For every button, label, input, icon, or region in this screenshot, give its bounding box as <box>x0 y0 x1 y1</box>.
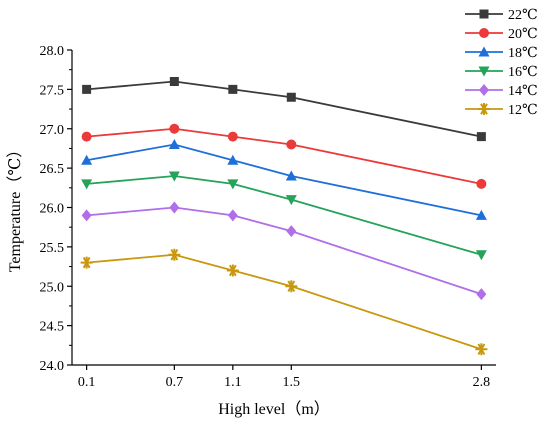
data-point <box>82 84 92 94</box>
data-point <box>168 171 180 182</box>
legend: 22℃ 20℃ 18℃ 16℃ 14℃ 12℃ <box>465 8 538 118</box>
data-point <box>80 256 93 269</box>
x-ticks: 0.1 0.7 1.1 1.5 2.8 <box>78 365 490 390</box>
series-14℃ <box>81 201 487 301</box>
legend-label: 16℃ <box>508 65 538 80</box>
series-12℃ <box>80 248 488 356</box>
legend-marker <box>479 9 489 19</box>
legend-marker <box>479 84 489 96</box>
x-tick-label: 2.8 <box>473 375 491 390</box>
data-point <box>475 209 487 220</box>
x-axis-title: High level（m） <box>218 400 330 418</box>
data-point <box>227 131 238 142</box>
data-point <box>168 139 180 149</box>
data-point <box>169 123 180 134</box>
data-point <box>169 201 180 214</box>
series-line <box>86 175 482 256</box>
data-point <box>285 170 297 181</box>
data-point <box>285 195 297 206</box>
data-point <box>227 154 239 165</box>
legend-label: 12℃ <box>508 103 538 118</box>
legend-item: 20℃ <box>465 27 538 42</box>
series-layer <box>80 77 488 356</box>
legend-label: 18℃ <box>508 46 538 61</box>
y-tick-label: 26.5 <box>40 162 65 177</box>
legend-item: 22℃ <box>465 8 538 23</box>
data-point <box>81 131 92 142</box>
legend-label: 14℃ <box>508 84 538 99</box>
data-point <box>81 209 92 222</box>
series-16℃ <box>81 171 487 261</box>
data-point <box>285 280 298 293</box>
legend-item: 14℃ <box>465 84 538 99</box>
data-point <box>227 209 238 222</box>
y-tick-label: 27.0 <box>40 123 65 138</box>
y-tick-label: 28.0 <box>40 44 65 59</box>
series-line <box>86 143 482 217</box>
legend-item: 16℃ <box>465 65 538 80</box>
data-point <box>476 132 486 142</box>
y-tick-label: 24.5 <box>40 320 65 335</box>
y-axis-title: Temperature（℃） <box>6 142 24 273</box>
legend-marker <box>478 103 490 115</box>
plot-area: 0.1 0.7 1.1 1.5 2.8 24.0 24.5 25.0 25.5 26.0 26.5… <box>40 44 496 390</box>
y-tick-label: 27.5 <box>40 83 65 98</box>
data-point <box>475 250 487 261</box>
data-point <box>286 92 296 102</box>
x-tick-label: 1.1 <box>224 375 242 390</box>
legend-label: 20℃ <box>508 27 538 42</box>
x-tick-label: 1.5 <box>283 375 301 390</box>
series-18℃ <box>81 139 487 220</box>
data-point <box>168 248 181 261</box>
y-ticks: 24.0 24.5 25.0 25.5 26.0 26.5 27.0 27.5 28.0 <box>40 44 72 374</box>
data-point <box>227 179 239 190</box>
series-line <box>86 206 482 295</box>
y-tick-label: 24.0 <box>40 359 65 374</box>
data-point <box>81 179 93 190</box>
data-point <box>475 343 488 356</box>
legend-label: 22℃ <box>508 8 538 23</box>
data-point <box>286 225 297 238</box>
data-point <box>226 264 239 277</box>
data-point <box>228 84 238 94</box>
legend-item: 12℃ <box>465 103 538 118</box>
series-line <box>86 253 482 351</box>
legend-marker <box>479 28 489 38</box>
y-tick-label: 25.0 <box>40 280 65 295</box>
series-22℃ <box>82 77 486 142</box>
data-point <box>286 139 297 150</box>
series-line <box>86 127 482 185</box>
x-tick-label: 0.7 <box>166 375 184 390</box>
x-tick-label: 0.1 <box>78 375 96 390</box>
legend-marker <box>478 66 490 77</box>
legend-marker <box>478 46 490 57</box>
series-20℃ <box>81 123 487 189</box>
data-point <box>476 288 487 301</box>
legend-item: 18℃ <box>465 46 538 61</box>
data-point <box>169 77 179 86</box>
y-tick-label: 26.0 <box>40 202 65 217</box>
series-line <box>86 80 482 138</box>
y-tick-label: 25.5 <box>40 241 65 256</box>
data-point <box>476 178 487 189</box>
data-point <box>81 154 93 165</box>
